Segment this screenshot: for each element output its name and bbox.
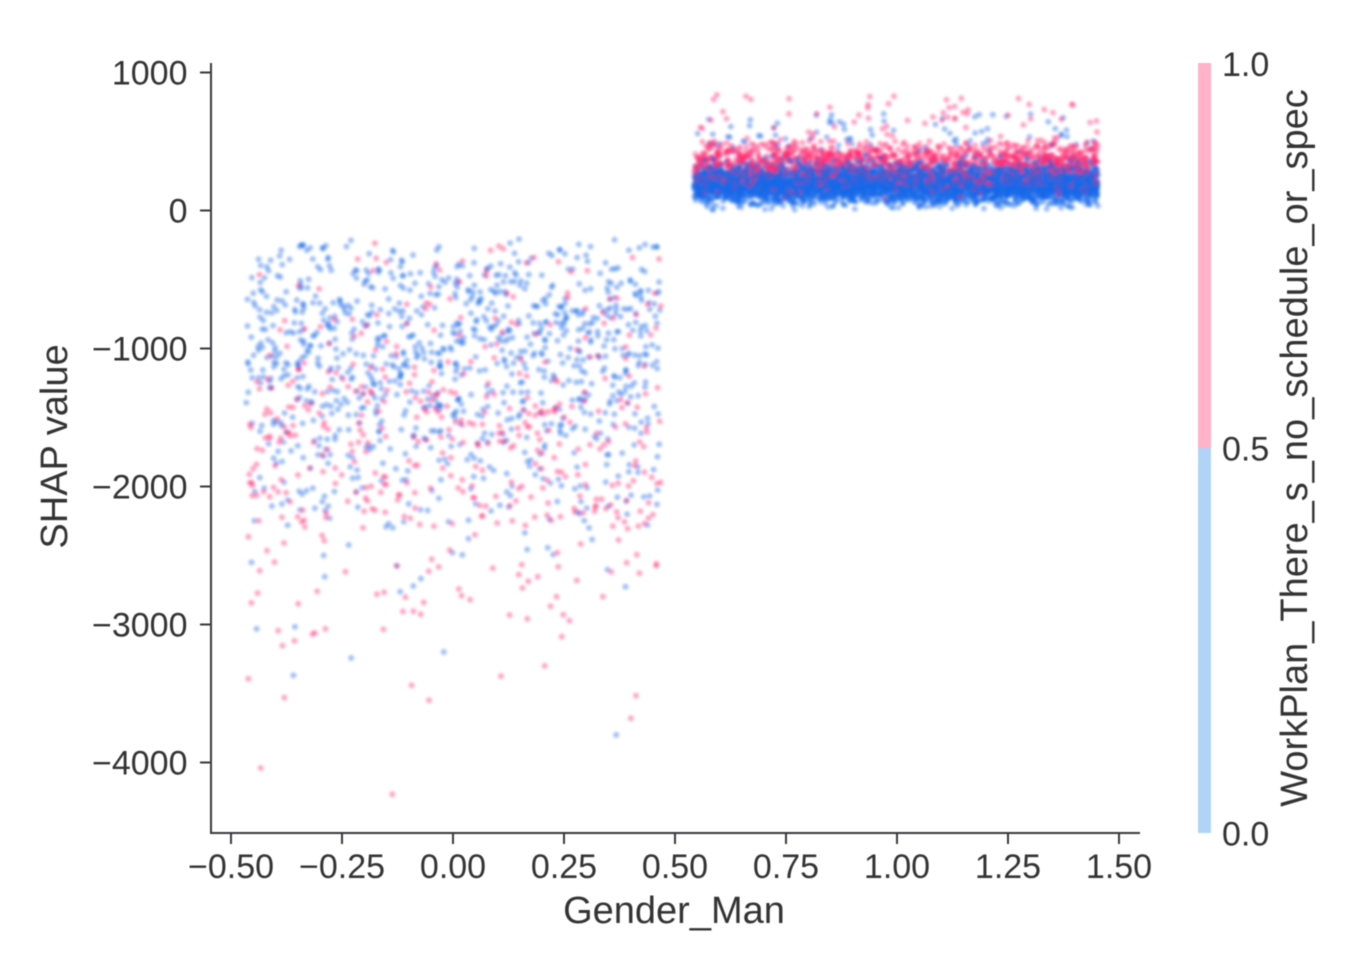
svg-text:−3000: −3000 <box>92 607 188 645</box>
svg-text:0.75: 0.75 <box>753 848 819 886</box>
svg-text:1.50: 1.50 <box>1086 848 1152 886</box>
svg-text:0.00: 0.00 <box>420 848 486 886</box>
svg-text:−1000: −1000 <box>92 331 188 369</box>
svg-text:−0.50: −0.50 <box>188 848 274 886</box>
svg-text:1.25: 1.25 <box>975 848 1041 886</box>
svg-text:Gender_Man: Gender_Man <box>563 890 785 932</box>
svg-text:0: 0 <box>169 193 188 231</box>
svg-text:1.00: 1.00 <box>864 848 930 886</box>
svg-text:−4000: −4000 <box>92 745 188 783</box>
svg-text:1000: 1000 <box>112 55 188 93</box>
svg-text:−2000: −2000 <box>92 469 188 507</box>
svg-text:−0.25: −0.25 <box>299 848 385 886</box>
svg-text:0.50: 0.50 <box>642 848 708 886</box>
svg-text:SHAP value: SHAP value <box>34 344 76 548</box>
svg-text:0.25: 0.25 <box>531 848 597 886</box>
